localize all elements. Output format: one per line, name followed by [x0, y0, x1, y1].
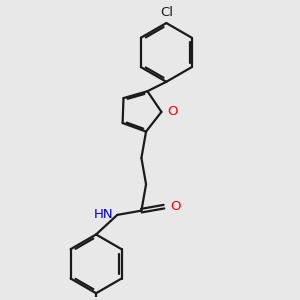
- Text: O: O: [167, 105, 178, 119]
- Text: HN: HN: [94, 208, 113, 221]
- Text: O: O: [170, 200, 180, 213]
- Text: Cl: Cl: [160, 6, 173, 19]
